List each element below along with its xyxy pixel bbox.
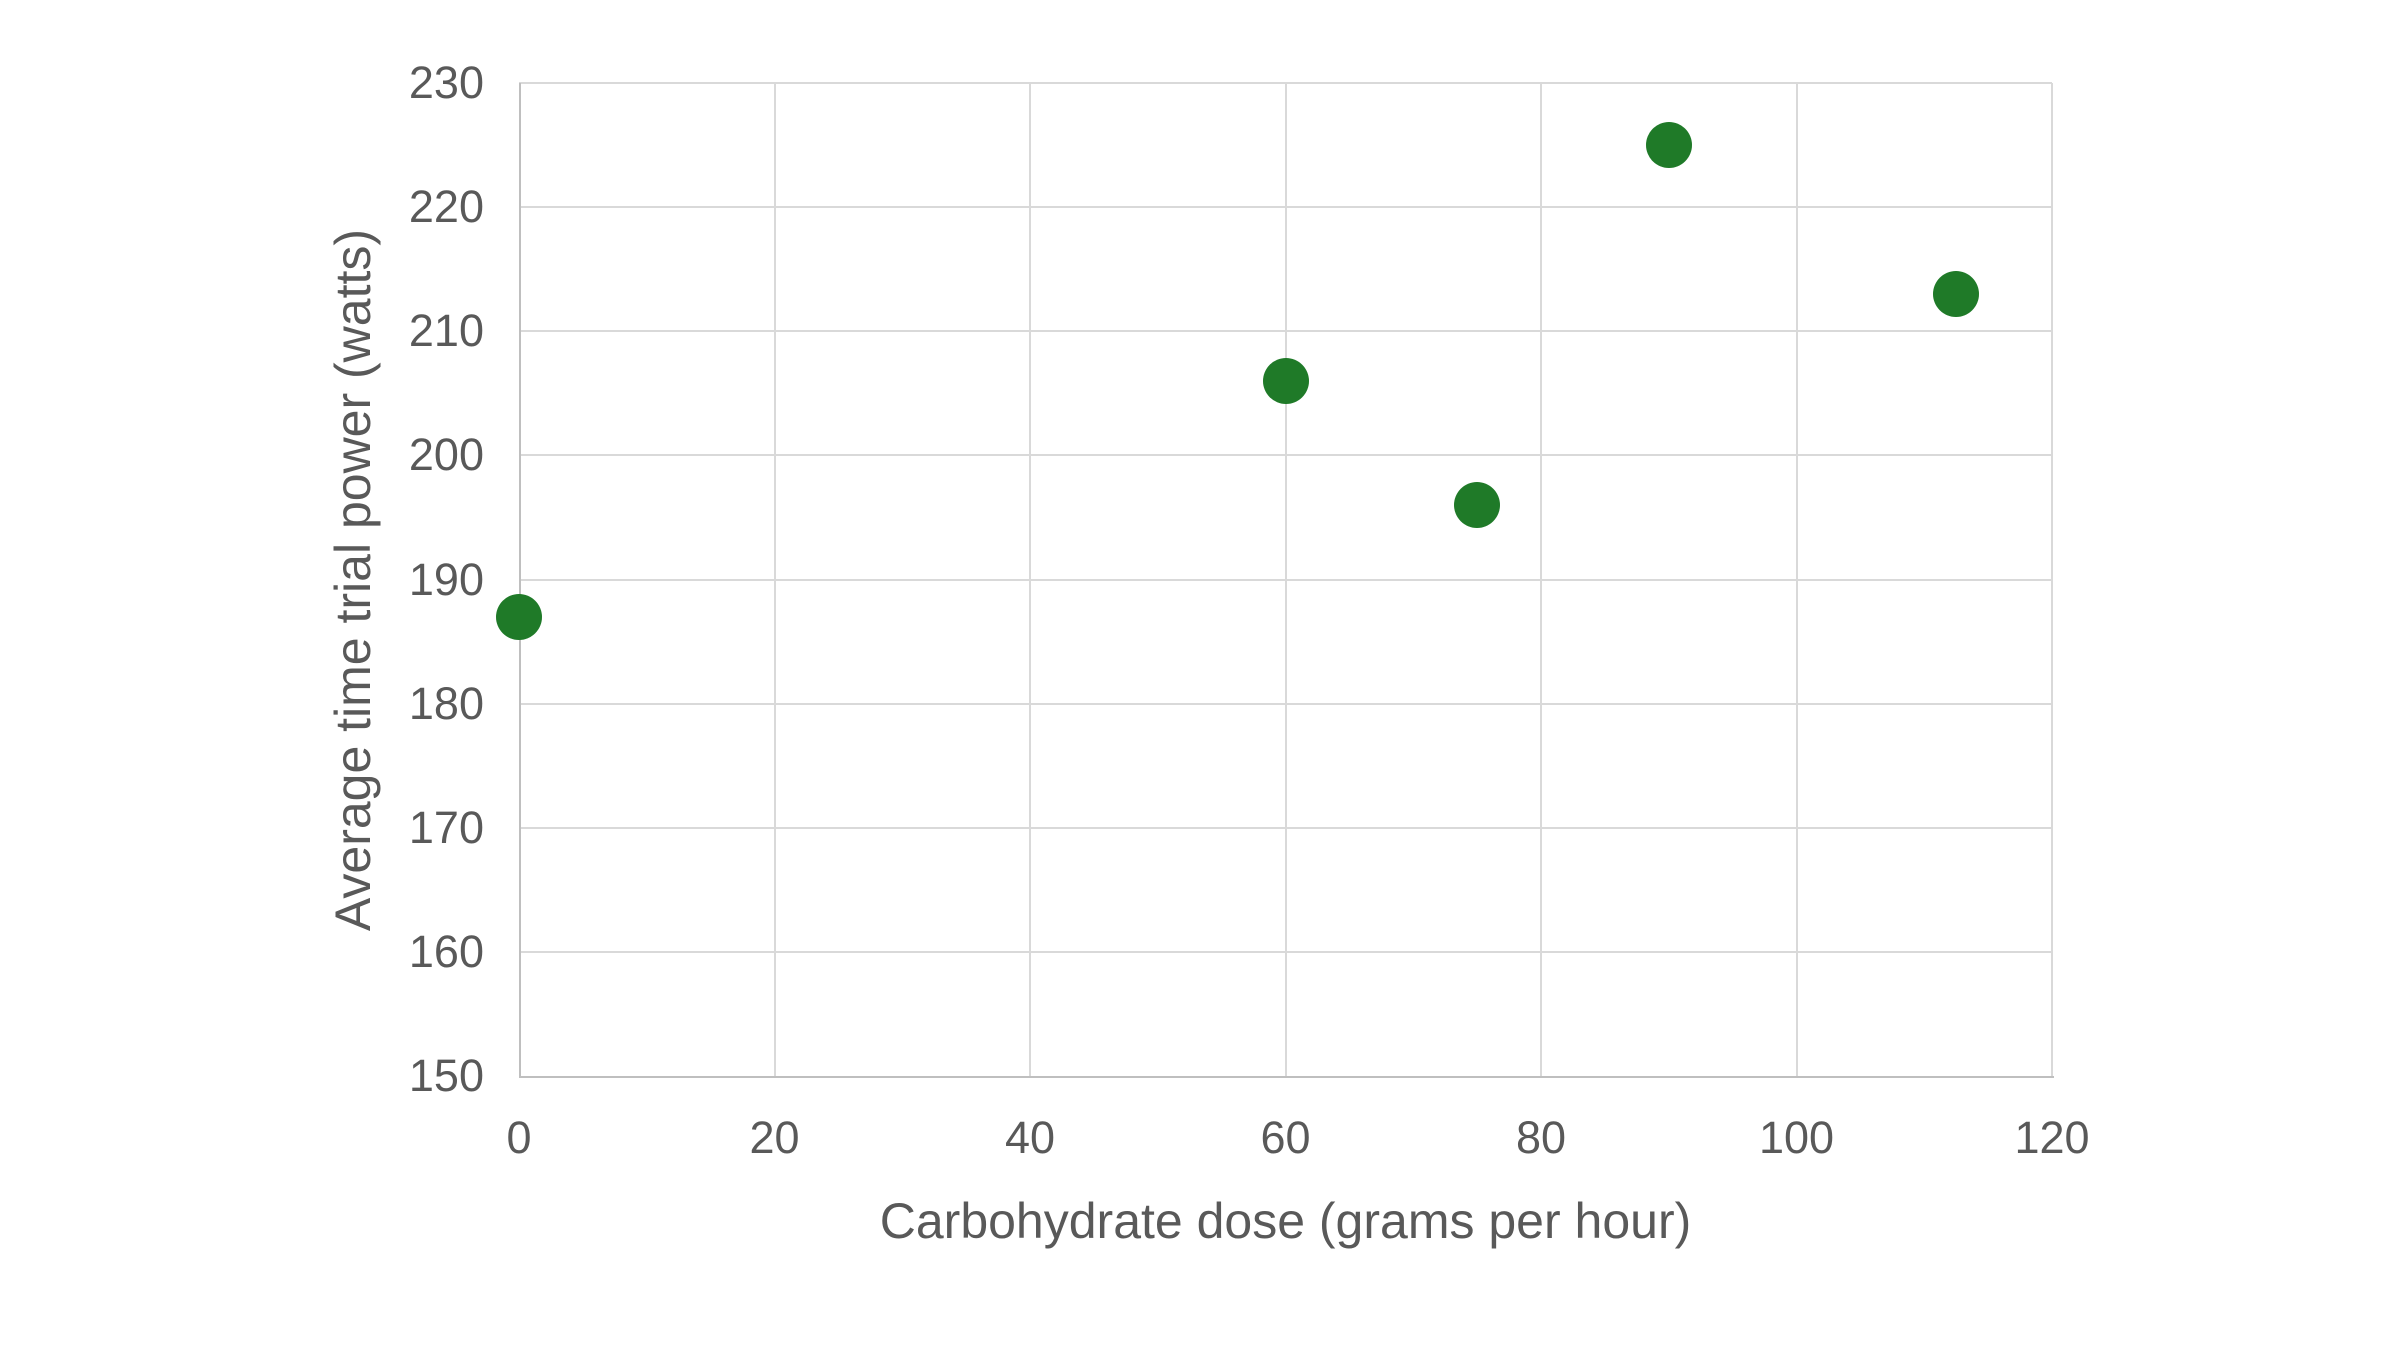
y-axis-title: Average time trial power (watts) [325,228,381,932]
y-axis-tick-label: 160 [408,925,484,977]
x-axis-title: Carbohydrate dose (grams per hour) [879,1193,1692,1249]
x-axis-tick-label: 20 [749,1112,800,1163]
vertical-gridline [1795,83,1798,1076]
y-axis-tick-label: 150 [408,1050,484,1101]
y-axis-tick-label: 220 [408,181,484,233]
x-axis-tick-label: 80 [1515,1112,1567,1163]
vertical-gridline [1029,83,1031,1076]
data-point [1933,271,1980,317]
y-axis-tick-label: 170 [408,801,484,853]
vertical-gridline [2051,83,2053,1076]
x-axis-tick-label: 40 [1004,1112,1056,1163]
data-point [1645,122,1692,169]
y-axis-tick-label: 210 [408,305,484,357]
y-axis-tick-label: 180 [408,677,484,729]
x-axis-tick-label: 0 [506,1112,532,1163]
vertical-gridline [1540,83,1542,1076]
x-axis-tick-label: 60 [1260,1112,1311,1163]
x-axis-tick-label: 120 [2014,1112,2090,1163]
data-point [1454,482,1501,529]
vertical-gridline [1284,83,1287,1076]
data-point [1262,357,1309,404]
y-axis-tick-label: 200 [408,429,484,481]
y-axis-tick-label: 190 [408,553,484,605]
plot-area [519,83,2054,1078]
data-point [496,593,542,640]
x-axis-tick-label: 100 [1758,1112,1835,1163]
vertical-gridline [773,83,776,1076]
y-axis-tick-label: 230 [408,57,484,108]
